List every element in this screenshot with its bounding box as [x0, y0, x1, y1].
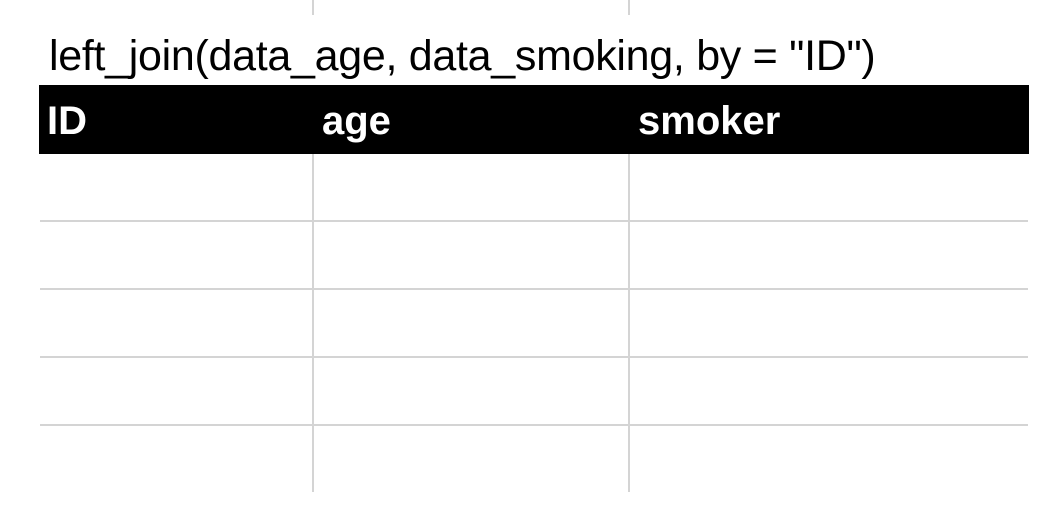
gridline-top-2	[628, 0, 630, 15]
column-divider-1	[312, 154, 314, 492]
column-header-age: age	[322, 99, 391, 143]
row-divider-4	[40, 424, 1028, 426]
row-divider-3	[40, 356, 1028, 358]
join-caption: left_join(data_age, data_smoking, by = "…	[49, 32, 876, 80]
column-header-id: ID	[47, 99, 87, 143]
column-header-smoker: smoker	[638, 99, 781, 143]
row-divider-1	[40, 220, 1028, 222]
gridline-top-1	[312, 0, 314, 15]
row-divider-2	[40, 288, 1028, 290]
column-divider-2	[628, 154, 630, 492]
table-header: ID age smoker	[39, 85, 1029, 154]
